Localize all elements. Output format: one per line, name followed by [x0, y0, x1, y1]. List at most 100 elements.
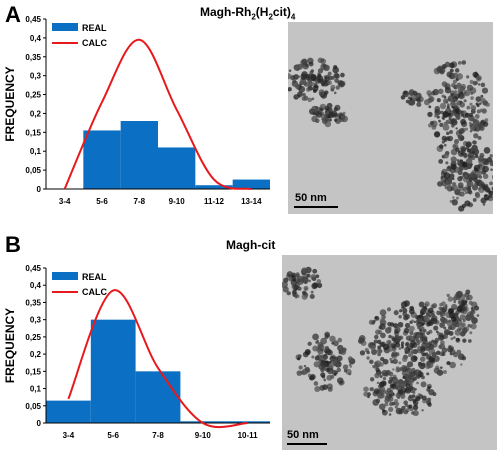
nanoparticle	[379, 323, 386, 330]
nanoparticle	[422, 352, 427, 357]
nanoparticle	[303, 364, 307, 368]
nanoparticle	[459, 191, 465, 197]
nanoparticle	[388, 340, 391, 344]
nanoparticle	[401, 365, 407, 370]
nanoparticle	[340, 72, 345, 78]
nanoparticle	[320, 372, 326, 378]
nanoparticle	[438, 306, 442, 310]
nanoparticle	[409, 325, 415, 332]
nanoparticle	[462, 318, 466, 323]
nanoparticle	[369, 359, 374, 365]
nanoparticle	[473, 140, 477, 145]
nanoparticle	[451, 105, 454, 109]
y-tick-label: 0,05	[25, 402, 41, 411]
nanoparticle	[329, 118, 332, 122]
nanoparticle	[379, 375, 383, 379]
nanoparticle	[484, 187, 490, 192]
nanoparticle	[464, 292, 470, 298]
nanoparticle	[460, 363, 463, 366]
nanoparticle	[288, 73, 292, 80]
nanoparticle	[336, 118, 341, 123]
nanoparticle	[282, 281, 288, 289]
y-tick-label: 0,45	[25, 15, 41, 24]
nanoparticle	[300, 59, 307, 66]
nanoparticle	[438, 119, 441, 123]
nanoparticle	[440, 110, 444, 115]
nanoparticle	[376, 348, 382, 354]
nanoparticle	[433, 367, 440, 374]
nanoparticle	[389, 357, 393, 361]
nanoparticle	[422, 338, 426, 342]
nanoparticle	[470, 155, 476, 161]
nanoparticle	[404, 351, 408, 355]
nanoparticle	[466, 75, 470, 79]
nanoparticle	[465, 191, 468, 195]
nanoparticle	[387, 321, 392, 327]
nanoparticle	[477, 156, 482, 161]
nanoparticle	[377, 345, 382, 350]
nanoparticle	[446, 131, 450, 136]
nanoparticle	[471, 317, 478, 324]
nanoparticle	[376, 339, 382, 345]
nanoparticle	[401, 370, 408, 377]
nanoparticle	[457, 150, 461, 154]
nanoparticle	[320, 80, 327, 87]
nanoparticle	[424, 307, 428, 311]
nanoparticle	[297, 278, 304, 285]
nanoparticle	[449, 361, 456, 369]
nanoparticle	[441, 140, 445, 144]
nanoparticle	[480, 97, 486, 104]
nanoparticle	[306, 76, 311, 81]
nanoparticle	[308, 279, 311, 283]
nanoparticle	[457, 182, 464, 189]
nanoparticle	[460, 152, 464, 156]
y-tick-label: 0,3	[30, 72, 42, 81]
nanoparticle	[465, 296, 470, 301]
nanoparticle	[450, 156, 457, 163]
nanoparticle	[395, 407, 403, 415]
nanoparticle	[447, 103, 450, 106]
bar	[120, 121, 158, 189]
nanoparticle	[295, 66, 299, 70]
nanoparticle	[309, 375, 315, 381]
nanoparticle	[327, 386, 333, 392]
nanoparticle	[416, 333, 422, 339]
tem-texture	[282, 255, 497, 450]
nanoparticle	[431, 303, 438, 309]
nanoparticle	[457, 353, 465, 361]
nanoparticle	[332, 359, 340, 367]
nanoparticle	[462, 186, 468, 192]
nanoparticle	[384, 402, 389, 407]
nanoparticle	[459, 175, 464, 180]
nanoparticle	[377, 352, 381, 357]
x-tick-label: 11-12	[204, 197, 225, 206]
legend-label-calc: CALC	[82, 38, 107, 48]
nanoparticle	[392, 368, 395, 371]
nanoparticle	[442, 117, 445, 121]
nanoparticle	[442, 111, 449, 119]
nanoparticle	[403, 327, 410, 334]
nanoparticle	[324, 345, 330, 351]
nanoparticle	[439, 122, 444, 127]
nanoparticle	[461, 299, 468, 306]
nanoparticle	[460, 113, 464, 117]
nanoparticle	[433, 355, 440, 362]
nanoparticle	[302, 92, 306, 97]
nanoparticle	[388, 393, 393, 398]
nanoparticle	[470, 163, 473, 166]
nanoparticle	[483, 159, 490, 166]
nanoparticle	[444, 185, 448, 190]
nanoparticle	[334, 104, 341, 111]
nanoparticle	[404, 322, 411, 329]
nanoparticle	[420, 350, 424, 354]
nanoparticle	[419, 356, 426, 362]
x-tick-label: 7-8	[134, 197, 146, 206]
nanoparticle	[287, 291, 292, 295]
nanoparticle	[470, 92, 474, 95]
nanoparticle	[455, 312, 459, 317]
nanoparticle	[450, 316, 457, 322]
nanoparticle	[454, 68, 460, 73]
nanoparticle	[337, 377, 344, 384]
x-tick-label: 3-4	[59, 197, 71, 206]
y-tick-label: 0,05	[25, 166, 41, 175]
